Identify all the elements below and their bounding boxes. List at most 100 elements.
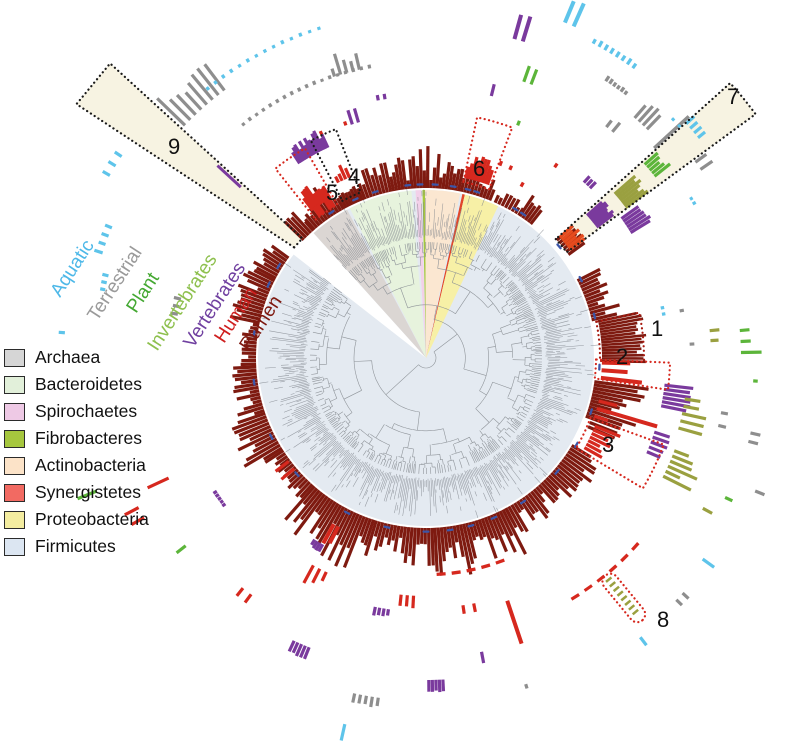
bar-cluster-vertebrates [620,205,652,234]
callout-label-2: 2 [616,344,628,369]
bar-cluster-human [318,120,348,136]
rim-tick [464,187,472,192]
callout-box-3 [574,416,666,490]
bar-cluster-plant [522,65,539,86]
legend-swatch-archaea [4,348,25,367]
bar-cluster-human [598,407,658,429]
bar-cluster-terrestrial [330,52,361,77]
rim-tick [556,243,562,250]
bar-cluster-human [436,558,505,577]
bar-cluster-human [146,476,170,490]
legend-item-fibrobacteres: Fibrobacteres [4,425,149,452]
bar-cluster-terrestrial [241,64,372,127]
legend-label-firmicutes: Firmicutes [35,536,116,556]
bar-cluster-aquatic [660,305,666,316]
callout-box-8 [601,572,647,624]
legend-label-bacteroidetes: Bacteroidetes [35,374,143,394]
legend-swatch-firmicutes [4,537,25,556]
bar-cluster-terrestrial [604,75,629,96]
legend-swatch-synergistetes [4,483,25,502]
bar-cluster-vertebrates [479,651,486,664]
bar-cluster-terrestrial [605,119,622,133]
rim-tick [404,183,412,187]
bar-cluster-terrestrial [694,153,714,171]
callout-box-fill-9 [76,63,303,248]
bar-cluster-rumen [264,449,314,499]
bar-cluster-invertebrates [613,174,649,209]
bar-cluster-plant [739,328,762,355]
legend-label-spirochaetes: Spirochaetes [35,401,138,421]
bar-cluster-human [235,587,253,604]
legend-swatch-actinobacteria [4,456,25,475]
bar-cluster-plant [76,489,98,501]
bar-cluster-plant [724,496,734,503]
bar-cluster-terrestrial [524,683,529,689]
bar-cluster-human [498,160,514,171]
rim-tick [352,197,359,202]
bar-cluster-aquatic [639,636,648,647]
bar-cluster-rumen [232,365,265,417]
bar-cluster-aquatic [563,0,586,28]
rim-tick [294,471,300,478]
bar-cluster-terrestrial [675,591,690,607]
bar-cluster-plant [753,379,758,383]
rim-tick [519,211,527,217]
legend-swatch-bacteroidetes [4,375,25,394]
bar-cluster-terrestrial [679,308,685,313]
wedge-fibrobacteres [422,190,426,358]
bar-cluster-rumen [240,322,260,367]
wedge-archaea [313,209,426,358]
bar-cluster-terrestrial [156,63,226,127]
bar-cluster-aquatic [670,117,682,129]
legend-item-firmicutes: Firmicutes [4,533,149,560]
bar-cluster-vertebrates [646,430,671,459]
legend-swatch-spirochaetes [4,402,25,421]
rim-tick [578,275,583,283]
bar-cluster-human [398,594,416,609]
taxon-tick-texture [258,184,601,518]
legend-item-proteobacteria: Proteobacteria [4,506,149,533]
bar-cluster-aquatic [591,38,638,70]
gap-wedge [290,230,426,358]
bar-cluster-aquatic [339,723,347,741]
bar-cluster-vertebrates [372,606,391,617]
habitat-label-aquatic: Aquatic [47,236,99,301]
bar-cluster-rumen [357,162,393,200]
bar-cluster-vertebrates [287,640,311,660]
callout-label-6: 6 [473,156,485,181]
rim-tick [490,515,498,520]
bar-cluster-terrestrial [633,104,662,131]
callout-label-3: 3 [602,432,614,457]
rim-tick [276,262,282,270]
callout-box-outlines [74,61,758,624]
rim-tick [416,183,424,186]
bar-cluster-terrestrial [351,693,380,708]
rim-tick [519,499,527,505]
bar-cluster-aquatic [93,223,113,255]
phylum-legend: Archaea Bacteroidetes Spirochaetes Fibrobac… [4,344,149,560]
rim-tick [422,530,430,533]
legend-label-proteobacteria: Proteobacteria [35,509,149,529]
rim-tick [446,528,454,532]
bar-cluster-rumen [284,485,375,569]
bar-cluster-vertebrates [512,14,533,43]
rim-tick [473,190,481,194]
legend-item-archaea: Archaea [4,344,149,371]
legend-label-synergistetes: Synergistetes [35,482,142,502]
callout-box-5 [273,146,340,222]
bar-cluster-rumen [229,269,276,325]
habitat-labels: AquaticTerrestrialPlantInvertebratesVert… [47,236,287,355]
callout-box-7 [554,81,758,254]
bar-cluster-human [553,162,559,169]
bar-cluster-terrestrial [170,295,182,316]
bar-cluster-aquatic [689,196,697,206]
bar-cluster-human [321,523,341,545]
callout-label-4: 4 [348,164,360,189]
callout-box-4 [309,127,362,203]
callout-numbers: 12 3 45 6 7 8 9 [168,84,739,632]
rim-tick [383,525,391,529]
bar-cluster-human [519,181,525,188]
bar-cluster-human [461,603,477,614]
